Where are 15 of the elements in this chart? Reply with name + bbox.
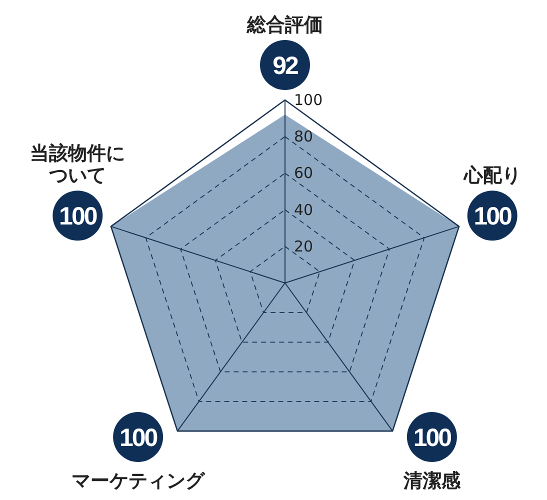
spoke-label: 心配り (462, 164, 521, 187)
spoke-label: 清潔感 (402, 470, 462, 492)
spoke-label: マーケティング (72, 470, 206, 492)
y-tick-label: 80 (294, 128, 314, 146)
y-tick-label: 20 (294, 237, 314, 256)
data-label: 100 (413, 424, 452, 452)
data-label: 100 (119, 424, 158, 452)
y-tick-label: 60 (294, 164, 314, 182)
spoke-label: 当該物件について (30, 142, 126, 187)
y-tick-label: 40 (294, 200, 314, 219)
data-label: 100 (59, 202, 97, 231)
data-label: 92 (272, 52, 298, 80)
data-label: 100 (474, 202, 512, 231)
spoke-label: 総合評価 (246, 14, 323, 36)
y-tick-label: 100 (294, 91, 323, 109)
